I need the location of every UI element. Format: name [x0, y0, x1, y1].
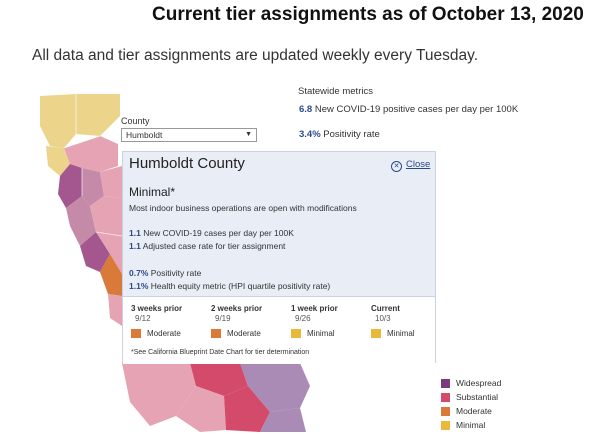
- county-detail-popup: Humboldt County ✕ Close Minimal* Most ind…: [122, 151, 436, 364]
- county-selector: County Humboldt ▼: [121, 116, 257, 142]
- county-adjusted-value: 1.1: [129, 241, 141, 251]
- history-week-label: 2 weeks prior: [211, 304, 263, 313]
- county-shape: [90, 196, 122, 236]
- county-equity: 1.1% Health equity metric (HPI quartile …: [129, 281, 330, 291]
- history-tier-label: Moderate: [147, 329, 181, 338]
- history-date: 9/12: [135, 314, 151, 323]
- county-shape: [224, 386, 270, 432]
- chevron-down-icon: ▼: [245, 131, 252, 138]
- legend-swatch: [441, 420, 450, 430]
- legend-item: Minimal: [441, 418, 501, 432]
- county-equity-label: Health equity metric (HPI quartile posit…: [150, 281, 331, 291]
- statewide-cases-label: New COVID-19 positive cases per day per …: [314, 104, 519, 115]
- statewide-cases-value: 6.8: [299, 104, 313, 115]
- county-cases-value: 1.1: [129, 228, 141, 238]
- county-adjusted: 1.1 Adjusted case rate for tier assignme…: [129, 241, 285, 251]
- county-shape: [260, 408, 306, 432]
- county-shape: [80, 232, 110, 272]
- county-positivity-value: 0.7%: [129, 268, 149, 278]
- tier-swatch: [211, 329, 221, 338]
- history-date: 9/19: [215, 314, 231, 323]
- county-shape: [64, 136, 118, 172]
- county-shape: [108, 294, 122, 326]
- legend-item: Substantial: [441, 390, 501, 404]
- close-label: Close: [406, 159, 431, 170]
- legend-label: Widespread: [456, 378, 502, 388]
- tier-history: 3 weeks prior 9/12 Moderate 2 weeks prio…: [123, 296, 435, 364]
- tier-description: Most indoor business operations are open…: [129, 203, 357, 213]
- history-tier-label: Minimal: [387, 329, 415, 338]
- legend-item: Widespread: [441, 376, 501, 390]
- page-title: Current tier assignments as of October 1…: [152, 4, 584, 25]
- tier-swatch: [291, 329, 301, 338]
- tier-swatch: [131, 329, 141, 338]
- county-cases: 1.1 New COVID-19 cases per day per 100K: [129, 228, 294, 238]
- county-equity-value: 1.1%: [129, 281, 149, 291]
- legend-swatch: [441, 406, 450, 416]
- statewide-metrics: Statewide metrics 6.8 New COVID-19 posit…: [298, 86, 518, 154]
- california-tier-map[interactable]: [0, 86, 330, 434]
- statewide-heading: Statewide metrics: [298, 86, 373, 97]
- county-positivity-label: Positivity rate: [150, 268, 202, 278]
- statewide-positivity-label: Positivity rate: [323, 129, 380, 140]
- county-label: County: [121, 116, 150, 126]
- county-shape: [176, 386, 226, 432]
- history-date: 10/3: [375, 314, 391, 323]
- history-week-2: 2 weeks prior 9/19 Moderate: [211, 304, 262, 338]
- county-shape: [66, 196, 96, 246]
- history-tier: Moderate: [211, 329, 262, 338]
- popup-title: Humboldt County: [129, 155, 245, 172]
- county-shape: [40, 94, 76, 148]
- statewide-cases: 6.8 New COVID-19 positive cases per day …: [299, 104, 518, 115]
- legend-label: Moderate: [456, 406, 492, 416]
- county-positivity: 0.7% Positivity rate: [129, 268, 201, 278]
- county-shape: [100, 254, 122, 296]
- county-dropdown[interactable]: Humboldt ▼: [121, 128, 257, 142]
- history-week-label: 3 weeks prior: [131, 304, 183, 313]
- history-week-label: Current: [371, 304, 400, 313]
- county-shape: [76, 94, 120, 136]
- tier-swatch: [371, 329, 381, 338]
- county-shape: [100, 166, 122, 198]
- history-week-label: 1 week prior: [291, 304, 338, 313]
- history-tier: Minimal: [371, 329, 415, 338]
- county-shape: [122, 363, 196, 426]
- history-current: Current 10/3 Minimal: [371, 304, 415, 338]
- history-tier: Minimal: [291, 329, 338, 338]
- county-cases-label: New COVID-19 cases per day per 100K: [143, 228, 294, 238]
- history-week-1: 1 week prior 9/26 Minimal: [291, 304, 338, 338]
- tier-footnote: *See California Blueprint Date Chart for…: [131, 349, 310, 356]
- legend-item: Moderate: [441, 404, 501, 418]
- county-dropdown-value: Humboldt: [126, 130, 163, 140]
- history-date: 9/26: [295, 314, 311, 323]
- statewide-positivity: 3.4% Positivity rate: [299, 129, 518, 140]
- tier-legend: Widespread Substantial Moderate Minimal: [441, 376, 501, 432]
- legend-swatch: [441, 378, 450, 388]
- history-tier: Moderate: [131, 329, 182, 338]
- statewide-positivity-value: 3.4%: [299, 129, 321, 140]
- county-shape: [58, 164, 82, 208]
- county-shape: [96, 232, 122, 274]
- history-tier-label: Minimal: [307, 329, 335, 338]
- history-tier-label: Moderate: [227, 329, 261, 338]
- close-icon: ✕: [391, 161, 402, 172]
- page-subtitle: All data and tier assignments are update…: [32, 47, 479, 64]
- legend-label: Substantial: [456, 392, 499, 402]
- legend-swatch: [441, 392, 450, 402]
- close-button[interactable]: ✕ Close: [391, 159, 430, 172]
- county-shape: [190, 363, 248, 396]
- county-shape: [46, 146, 70, 176]
- legend-label: Minimal: [456, 420, 486, 430]
- county-shape: [240, 363, 310, 412]
- county-shape: [82, 168, 104, 206]
- history-week-3: 3 weeks prior 9/12 Moderate: [131, 304, 182, 338]
- county-adjusted-label: Adjusted case rate for tier assignment: [142, 241, 286, 251]
- tier-name: Minimal*: [129, 185, 176, 199]
